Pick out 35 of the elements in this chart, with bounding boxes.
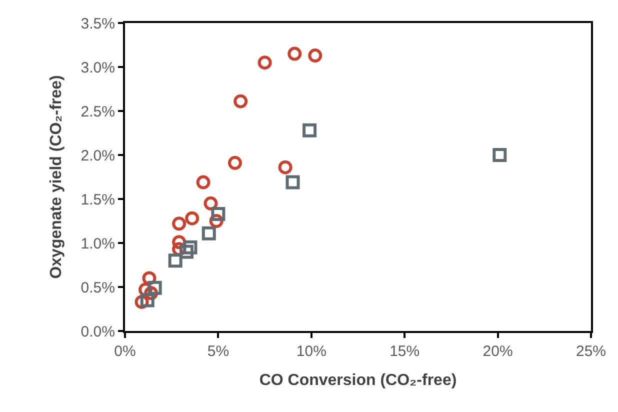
point	[228, 156, 242, 170]
point	[308, 48, 322, 63]
point	[258, 56, 272, 70]
point	[288, 46, 302, 61]
point	[302, 123, 317, 138]
y-tick-label: 0.5%	[80, 279, 115, 296]
point	[202, 226, 216, 240]
point	[196, 175, 210, 190]
point	[168, 254, 182, 268]
point	[234, 94, 248, 108]
y-tick-label: 2.0%	[80, 147, 115, 164]
point	[492, 148, 507, 162]
y-tick-label: 1.5%	[80, 191, 115, 208]
point	[172, 216, 186, 231]
point	[211, 206, 226, 221]
y-tick-label: 0.0%	[80, 323, 115, 340]
x-tick-label: 15%	[390, 343, 420, 360]
y-axis-title: Oxygenate yield (CO₂-free)	[48, 75, 66, 279]
point	[185, 211, 200, 226]
point	[180, 244, 194, 259]
point	[183, 240, 198, 254]
y-tick-label: 1.0%	[80, 235, 115, 252]
y-tick-label: 3.0%	[80, 59, 115, 76]
x-tick-label: 0%	[114, 343, 136, 360]
point	[140, 293, 154, 308]
x-axis-title: CO Conversion (CO₂-free)	[259, 372, 457, 390]
x-tick-label: 5%	[207, 343, 230, 360]
y-tick-label: 2.5%	[80, 103, 115, 120]
y-tick-label: 3.5%	[80, 15, 115, 32]
x-tick-label: 20%	[482, 343, 513, 360]
point	[286, 175, 300, 190]
point	[148, 280, 162, 295]
x-tick-label: 25%	[576, 343, 606, 360]
x-tick-label: 10%	[296, 343, 326, 360]
point	[278, 160, 292, 174]
